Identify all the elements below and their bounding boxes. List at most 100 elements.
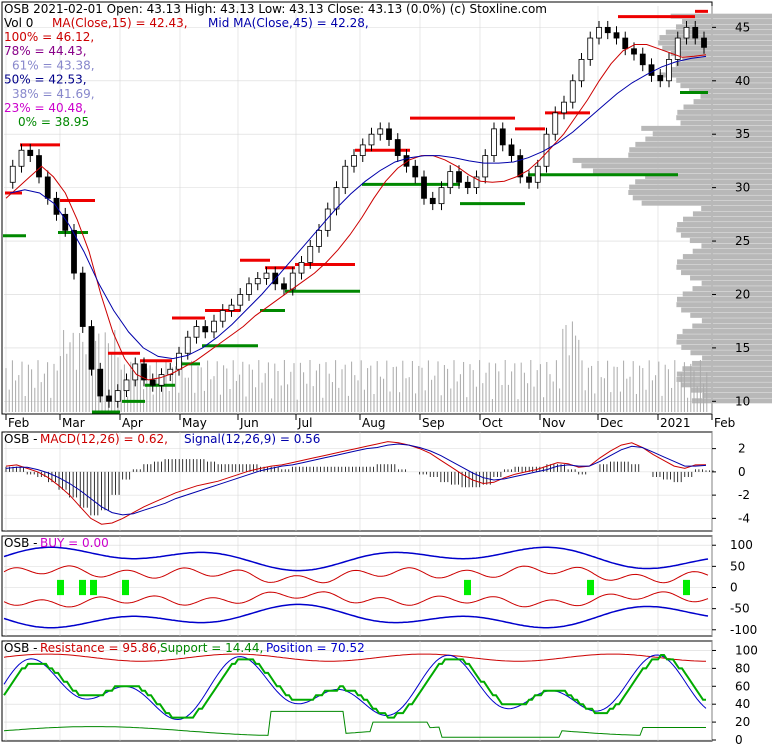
volume-profile-bar <box>676 115 772 121</box>
volume-profile-bar <box>665 67 772 73</box>
candle-body <box>71 229 77 274</box>
candle-body <box>228 304 235 311</box>
fib-level-label: 23% = 40.48, <box>4 101 87 115</box>
buy-marker <box>57 579 64 596</box>
volume-profile-bar <box>681 270 772 276</box>
macd-y-tick-label: 2 <box>738 442 746 456</box>
candle-body <box>254 278 261 285</box>
buy-panel: 100 50 0 -50 -100 OSB - BUY = 0.00 <box>1 535 757 637</box>
volume-profile-bar <box>701 318 772 324</box>
position-panel: 100 80 60 40 20 0 OSB - Resistance = 95.86, S… <box>1 640 758 745</box>
x-tick-label: Sep <box>422 416 445 430</box>
fib-level-label: 50% = 42.53, <box>4 73 87 87</box>
candle-body <box>149 379 156 386</box>
position-y-tick-label: 60 <box>735 679 750 693</box>
volume-profile-bar <box>676 227 772 233</box>
candle-body <box>692 26 699 39</box>
candle-body <box>403 155 410 167</box>
volume-profile-bar <box>690 350 772 356</box>
volume-profile-bar <box>690 312 772 318</box>
candle-body <box>429 197 436 205</box>
volume-profile-bar <box>682 56 772 62</box>
x-tick-label: Dec <box>600 416 623 430</box>
candle-body <box>316 229 322 247</box>
volume-profile-bar <box>628 152 772 158</box>
price-y-tick-label: 15 <box>735 341 750 355</box>
buy-marker <box>587 579 594 596</box>
candle-body <box>561 101 567 114</box>
support-line <box>3 710 706 738</box>
price-gridlines <box>4 6 713 414</box>
price-x-ticks: Feb Mar Apr May Jun Jul Aug Sep Oct Nov Dec 2021 Feb <box>5 414 735 430</box>
candle-body <box>657 75 664 82</box>
position-y-ticks: 100 80 60 40 20 0 <box>712 643 758 745</box>
x-tick-label: Apr <box>122 416 143 430</box>
volume-profile-bar <box>682 254 772 260</box>
candle-body <box>368 133 375 146</box>
volume-profile-bar <box>681 344 772 350</box>
candle-body <box>36 155 42 178</box>
candle-body <box>683 26 690 39</box>
volume-profile-bar <box>682 19 772 25</box>
candle-body <box>377 128 384 135</box>
macd-label: MACD(12,26) = 0.62, <box>40 432 168 446</box>
candle-body <box>674 37 681 60</box>
volume-profile-bar <box>641 125 772 131</box>
volume-profile-bar <box>692 248 772 254</box>
volume-profile-bar <box>659 35 772 41</box>
candle-body <box>578 59 585 82</box>
candle-body <box>596 26 602 39</box>
volume-profile-bar <box>693 99 772 105</box>
price-panel-frame <box>1 1 713 415</box>
volume-profile-bar <box>676 334 772 340</box>
support-label: Support = 14.44, <box>160 641 263 655</box>
buy-upper-band <box>3 546 709 572</box>
volume-profile-bar <box>675 61 772 67</box>
resistance-label: Resistance = 95.86, <box>40 641 161 655</box>
x-tick-label: Feb <box>714 416 735 430</box>
candle-body <box>587 37 594 60</box>
volume-profile-bar <box>700 93 772 99</box>
macd-y-tick-label: -4 <box>738 511 750 525</box>
volume-profile-bar <box>701 280 772 286</box>
support-resistance-levels <box>3 9 708 414</box>
volume-profile <box>572 13 772 404</box>
volume-profile-bar <box>658 40 772 46</box>
position-line <box>3 654 706 719</box>
candle-body <box>333 187 340 210</box>
volume-profile-bar <box>677 222 772 228</box>
x-tick-label: Feb <box>8 416 29 430</box>
position-panel-frame <box>1 640 713 742</box>
candle-body <box>491 128 497 156</box>
volume-profile-bar <box>635 141 772 147</box>
x-tick-label: Mar <box>62 416 85 430</box>
volume-profile-bar <box>689 88 772 94</box>
buy-lower-band <box>3 603 709 629</box>
candle-body <box>193 326 200 338</box>
candles <box>9 20 707 408</box>
buy-y-tick-label: -50 <box>730 602 750 616</box>
candle-body <box>9 165 16 183</box>
volume-profile-bar <box>662 45 772 51</box>
volume-profile-bar <box>676 376 772 382</box>
candle-body <box>631 48 637 55</box>
price-panel: 45 40 35 30 25 20 15 10 Feb Mar Apr May Jun Jul Aug Se… <box>1 1 772 430</box>
volume-profile-bar <box>701 243 772 249</box>
candle-body <box>666 59 672 82</box>
position-y-tick-label: 40 <box>735 697 750 711</box>
volume-profile-bar <box>690 387 772 393</box>
candle-body <box>648 64 655 76</box>
volume-profile-bar <box>691 398 772 404</box>
candle-body <box>298 262 305 274</box>
volume-profile-bar <box>676 302 772 308</box>
buy-y-ticks: 100 50 0 -50 -100 <box>712 538 757 637</box>
candle-body <box>158 374 165 386</box>
position-prefix: OSB - <box>4 641 37 655</box>
candle-body <box>482 155 489 178</box>
candle-body <box>219 310 226 322</box>
price-y-tick-label: 45 <box>735 20 750 34</box>
candle-body <box>88 326 95 370</box>
candle-body <box>639 53 646 66</box>
price-y-tick-label: 25 <box>735 234 750 248</box>
candle-body <box>456 171 462 183</box>
